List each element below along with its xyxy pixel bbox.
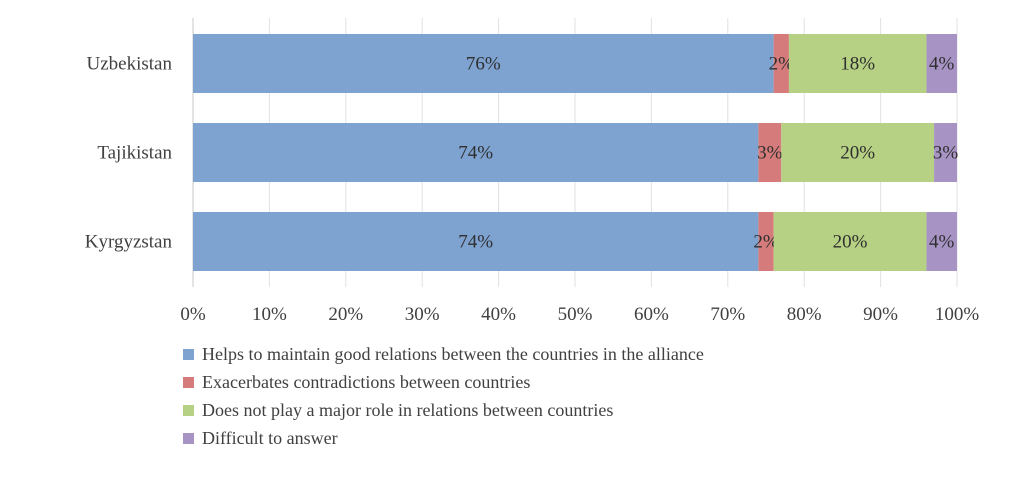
legend-item-no-major-role: Does not play a major role in relations … xyxy=(183,396,704,424)
category-label: Tajikistan xyxy=(97,143,172,164)
legend: Helps to maintain good relations between… xyxy=(183,340,704,452)
bar-segment xyxy=(758,212,774,271)
data-label: 2% xyxy=(753,232,779,253)
x-tick-label: 40% xyxy=(481,304,516,325)
bar-segment xyxy=(926,34,957,93)
bar-segment xyxy=(193,123,759,182)
legend-swatch-helps xyxy=(183,348,194,360)
data-label: 74% xyxy=(458,232,493,253)
legend-swatch-difficult xyxy=(183,432,194,444)
x-tick-label: 20% xyxy=(328,304,363,325)
x-tick-label: 30% xyxy=(405,304,440,325)
legend-label-difficult: Difficult to answer xyxy=(202,427,338,448)
legend-label-helps: Helps to maintain good relations between… xyxy=(202,343,704,364)
legend-swatch-exacerbates xyxy=(183,376,194,388)
legend-swatch-no-major-role xyxy=(183,404,194,416)
data-label: 20% xyxy=(833,232,868,253)
legend-label-no-major-role: Does not play a major role in relations … xyxy=(202,399,614,420)
data-label: 4% xyxy=(929,232,955,253)
bar-segment xyxy=(788,34,927,93)
legend-item-helps: Helps to maintain good relations between… xyxy=(183,340,704,368)
bar-segment xyxy=(781,123,935,182)
x-tick-label: 100% xyxy=(935,304,980,325)
x-tick-label: 60% xyxy=(634,304,669,325)
x-tick-label: 50% xyxy=(558,304,593,325)
data-label: 18% xyxy=(840,54,875,75)
bar-segment xyxy=(773,212,927,271)
x-tick-label: 0% xyxy=(180,304,206,325)
category-label: Kyrgyzstan xyxy=(85,232,173,253)
data-label: 20% xyxy=(840,143,875,164)
stacked-bar-chart: 0% 10% 20% 30% 40% 50% 60% 70% 80% 90% 100% Uzbekis… xyxy=(85,18,980,325)
data-label: 2% xyxy=(769,54,795,75)
bar-segment xyxy=(193,212,759,271)
x-tick-label: 90% xyxy=(863,304,898,325)
data-label: 4% xyxy=(929,54,955,75)
bar-segment xyxy=(193,34,774,93)
category-label: Uzbekistan xyxy=(87,54,173,75)
x-tick-label: 80% xyxy=(787,304,822,325)
legend-item-exacerbates: Exacerbates contradictions between count… xyxy=(183,368,704,396)
bar-segment xyxy=(758,123,782,182)
legend-label-exacerbates: Exacerbates contradictions between count… xyxy=(202,371,531,392)
data-label: 76% xyxy=(466,54,501,75)
bar-segment xyxy=(773,34,789,93)
data-label: 3% xyxy=(757,143,783,164)
data-label: 3% xyxy=(933,143,959,164)
bar-segment xyxy=(926,212,957,271)
legend-item-difficult: Difficult to answer xyxy=(183,424,704,452)
data-label: 74% xyxy=(458,143,493,164)
bar-segment xyxy=(934,123,957,182)
x-tick-label: 70% xyxy=(710,304,745,325)
x-tick-label: 10% xyxy=(252,304,287,325)
